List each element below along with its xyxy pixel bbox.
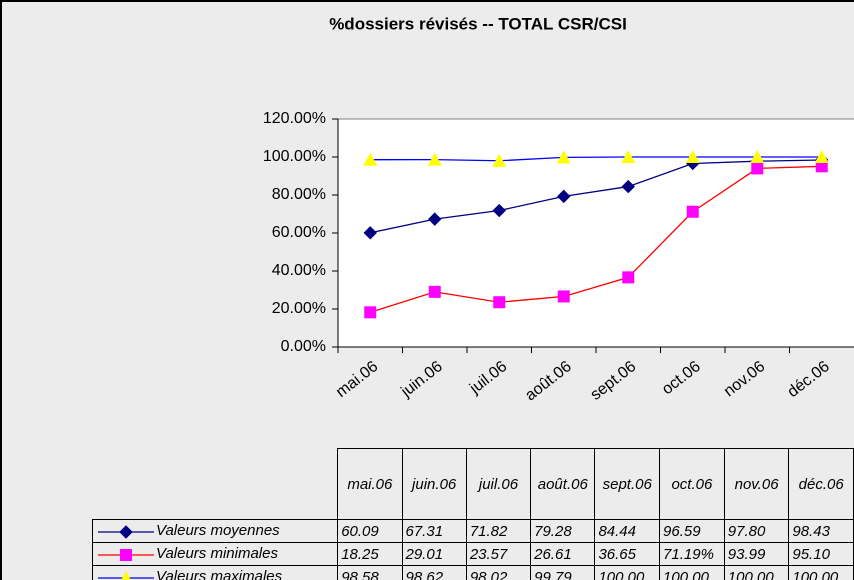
marker bbox=[622, 271, 635, 284]
table-value: 97.80 bbox=[723, 519, 790, 543]
table-value: 99.79 bbox=[530, 565, 596, 580]
table-value: 71.19% bbox=[659, 542, 725, 566]
table-value: 36.65 bbox=[594, 542, 661, 566]
table-value: 79.28 bbox=[530, 519, 596, 543]
table-cell bbox=[93, 449, 338, 520]
table-value: 23.57 bbox=[465, 542, 532, 566]
marker bbox=[621, 179, 635, 194]
table-header: mai.06 bbox=[337, 448, 403, 520]
marker bbox=[557, 290, 570, 303]
plot-area bbox=[337, 118, 854, 348]
x-tick-label: nov.06 bbox=[721, 358, 768, 400]
legend-label: Valeurs maximales bbox=[156, 568, 283, 580]
table-row: Valeurs maximales 98.58 98.62 98.02 99.79 100… bbox=[91, 565, 854, 580]
series-line bbox=[370, 165, 822, 313]
x-tick-label: juin.06 bbox=[397, 358, 445, 401]
marker bbox=[814, 150, 829, 163]
table-value: 100.00 bbox=[723, 565, 790, 580]
marker bbox=[428, 212, 442, 226]
table-value: 96.59 bbox=[659, 519, 725, 543]
marker bbox=[428, 285, 441, 298]
y-tick-label: 80.00% bbox=[272, 186, 326, 203]
marker bbox=[750, 150, 765, 163]
marker bbox=[119, 524, 133, 539]
table-cell: Valeurs minimales bbox=[91, 542, 339, 566]
table-header: sept.06 bbox=[594, 448, 661, 520]
table-value: 98.02 bbox=[465, 565, 532, 580]
y-tick-label: 20.00% bbox=[272, 300, 326, 317]
table-row: mai.06 juin.06 juil.06 août.06 sept.06 oct.06… bbox=[93, 448, 854, 520]
table-value: 98.62 bbox=[401, 565, 467, 580]
marker bbox=[427, 152, 442, 166]
marker bbox=[686, 205, 699, 218]
x-tick-label: mai.06 bbox=[333, 358, 381, 401]
table-value: 29.01 bbox=[401, 542, 467, 566]
x-tick-label: déc.06 bbox=[784, 358, 832, 401]
marker bbox=[492, 153, 507, 167]
table-cell: Valeurs moyennes bbox=[91, 519, 339, 543]
table-value: 100.00 bbox=[659, 565, 725, 580]
table-header: oct.06 bbox=[659, 448, 725, 520]
table-value: 100.00 bbox=[788, 565, 854, 580]
y-tick-label: 40.00% bbox=[272, 262, 326, 279]
marker bbox=[493, 296, 506, 309]
marker bbox=[363, 152, 378, 166]
series-line bbox=[370, 156, 822, 162]
marker bbox=[120, 570, 132, 580]
x-tick-label: août.06 bbox=[522, 358, 575, 404]
table-value: 67.31 bbox=[401, 519, 467, 543]
x-tick-label: juil.06 bbox=[466, 358, 510, 398]
legend-label: Valeurs moyennes bbox=[156, 522, 280, 540]
marker bbox=[363, 226, 377, 240]
table-header: déc.06 bbox=[788, 448, 854, 520]
marker bbox=[621, 150, 636, 163]
y-tick-label: 120.00% bbox=[263, 110, 326, 127]
y-tick-label: 100.00% bbox=[263, 148, 326, 165]
chart-title: %dossiers révisés -- TOTAL CSR/CSI bbox=[329, 14, 627, 33]
table-value: 93.99 bbox=[723, 542, 790, 566]
legend-key bbox=[98, 570, 154, 580]
table-value: 95.10 bbox=[788, 542, 854, 566]
table-row: Valeurs minimales 18.25 29.01 23.57 26.61 36.… bbox=[91, 542, 854, 566]
marker bbox=[815, 160, 828, 173]
table-value: 60.09 bbox=[337, 519, 403, 543]
marker bbox=[492, 203, 506, 218]
table-value: 98.43 bbox=[788, 519, 854, 543]
marker bbox=[364, 306, 377, 319]
marker bbox=[556, 150, 571, 164]
table-header: nov.06 bbox=[723, 448, 790, 520]
marker bbox=[557, 189, 571, 204]
table-value: 26.61 bbox=[530, 542, 596, 566]
y-tick-label: 60.00% bbox=[272, 224, 326, 241]
table-value: 100.00 bbox=[594, 565, 661, 580]
marker bbox=[685, 150, 700, 163]
table-row: Valeurs moyennes 60.09 67.31 71.82 79.28 84.4… bbox=[91, 519, 854, 543]
table-header: août.06 bbox=[530, 448, 596, 520]
legend-key bbox=[98, 548, 154, 561]
table-cell: Valeurs maximales bbox=[91, 565, 339, 580]
table-header: juin.06 bbox=[401, 448, 467, 520]
table-header: juil.06 bbox=[465, 448, 532, 520]
table-value: 18.25 bbox=[337, 542, 403, 566]
marker bbox=[751, 162, 764, 175]
data-table: mai.06 juin.06 juil.06 août.06 sept.06 oct.06… bbox=[91, 448, 854, 580]
table-value: 84.44 bbox=[594, 519, 661, 543]
table-value: 98.58 bbox=[337, 565, 403, 580]
table-value: 71.82 bbox=[465, 519, 532, 543]
x-tick-label: sept.06 bbox=[587, 358, 639, 404]
series-line bbox=[370, 159, 822, 234]
legend-key bbox=[98, 524, 154, 539]
legend-label: Valeurs minimales bbox=[156, 545, 278, 563]
x-tick-label: oct.06 bbox=[659, 358, 704, 398]
marker bbox=[120, 548, 132, 561]
y-tick-label: 0.00% bbox=[281, 338, 326, 355]
